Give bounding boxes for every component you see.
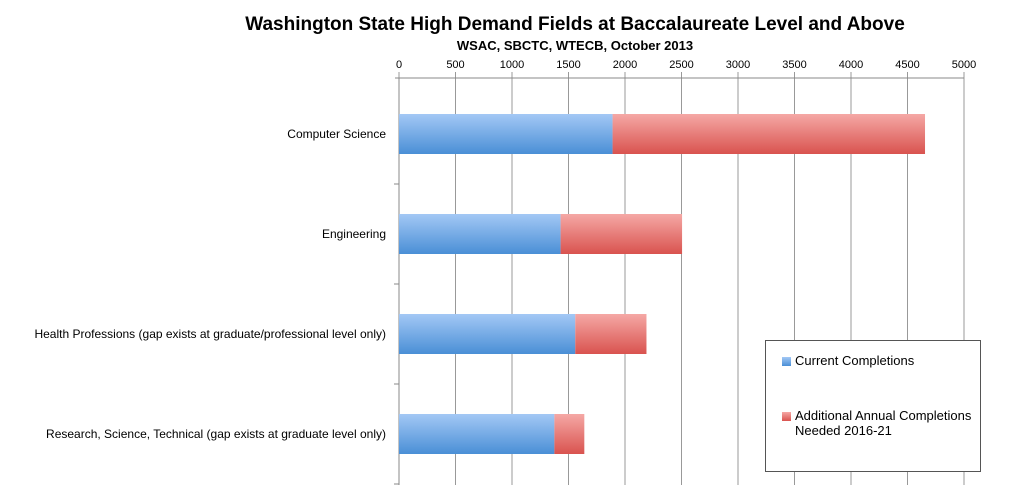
- bar-current: [399, 114, 613, 154]
- chart-subtitle: WSAC, SBCTC, WTECB, October 2013: [456, 38, 694, 53]
- category-label: Computer Science: [287, 127, 386, 141]
- category-label: Health Professions (gap exists at gradua…: [34, 327, 386, 341]
- category-label: Research, Science, Technical (gap exists…: [46, 427, 386, 441]
- legend-swatch-additional: [782, 412, 791, 421]
- bar-current: [399, 414, 555, 454]
- bar-current: [399, 314, 576, 354]
- x-tick-label: 1500: [556, 59, 580, 71]
- x-tick-label: 500: [446, 59, 464, 71]
- x-tick-label: 2500: [669, 59, 693, 71]
- category-label: Engineering: [322, 227, 386, 241]
- bar-additional: [560, 214, 683, 254]
- x-tick-label: 4000: [839, 59, 863, 71]
- bar-additional: [612, 114, 926, 154]
- bar-current: [399, 214, 561, 254]
- legend-item-additional: Additional Annual Completions Needed 201…: [782, 408, 972, 438]
- x-tick-label: 3500: [782, 59, 806, 71]
- x-tick-label: 5000: [952, 59, 976, 71]
- legend-label: Current Completions: [795, 353, 915, 368]
- x-tick-label: 0: [396, 59, 402, 71]
- chart-title: Washington State High Demand Fields at B…: [245, 14, 905, 35]
- bar-additional: [575, 314, 647, 354]
- legend: Current Completions Additional Annual Co…: [765, 340, 981, 472]
- x-tick-label: 2000: [613, 59, 637, 71]
- x-tick-label: 3000: [726, 59, 750, 71]
- bar-additional: [554, 414, 585, 454]
- legend-item-current: Current Completions: [782, 353, 914, 368]
- legend-label: Additional Annual Completions Needed 201…: [795, 408, 972, 438]
- legend-swatch-current: [782, 357, 791, 366]
- x-tick-label: 4500: [895, 59, 919, 71]
- x-tick-label: 1000: [500, 59, 524, 71]
